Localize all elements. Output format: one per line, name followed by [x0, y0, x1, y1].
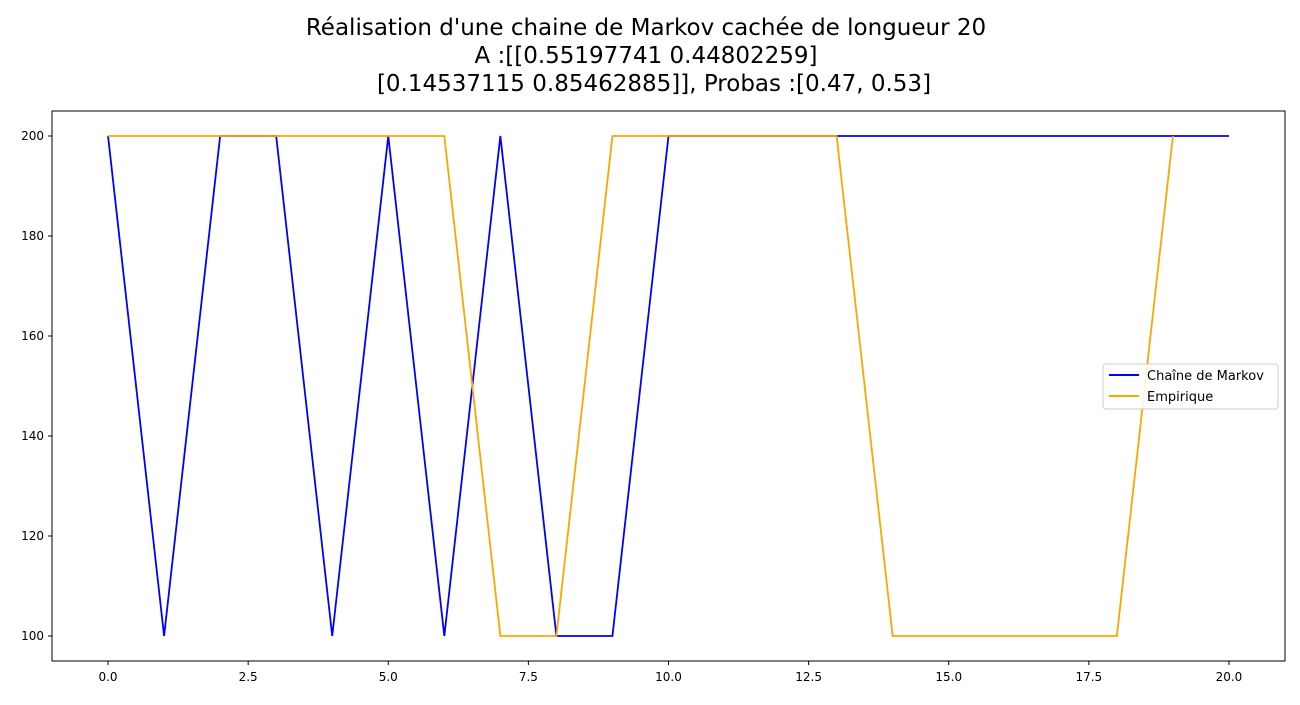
- series-line-1: [108, 135, 1174, 637]
- x-tick-label-1: 2.5: [239, 670, 258, 684]
- y-tick-label-0: 100: [21, 629, 44, 643]
- legend-label-0: Chaîne de Markov: [1147, 369, 1264, 384]
- series-group: [107, 135, 1229, 637]
- x-tick-label-3: 7.5: [519, 670, 538, 684]
- y-tick-label-1: 120: [21, 529, 44, 543]
- x-tick-label-8: 20.0: [1216, 670, 1243, 684]
- series-line-0: [107, 135, 1229, 637]
- x-tick-label-5: 12.5: [795, 670, 822, 684]
- x-tick-label-4: 10.0: [655, 670, 682, 684]
- chart-title-line-3: [0.14537115 0.85462885]], Probas :[0.47,…: [377, 71, 931, 97]
- chart-title: Réalisation d'une chaine de Markov caché…: [306, 15, 986, 97]
- legend-label-1: Empirique: [1147, 390, 1213, 405]
- y-tick-label-3: 160: [21, 329, 44, 343]
- x-tick-label-6: 15.0: [935, 670, 962, 684]
- y-tick-label-2: 140: [21, 429, 44, 443]
- plot-frame: [51, 110, 1286, 662]
- legend-box: [1102, 363, 1279, 410]
- legend: Chaîne de Markov Empirique: [1102, 363, 1279, 410]
- y-axis: 100 120 140 160 180 200: [21, 129, 52, 643]
- x-tick-label-2: 5.0: [379, 670, 398, 684]
- x-tick-label-7: 17.5: [1075, 670, 1102, 684]
- y-tick-label-4: 180: [21, 229, 44, 243]
- x-axis: 0.0 2.5 5.0 7.5 10.0 12.5 15.0 17.5 20.0: [98, 661, 1242, 684]
- chart-title-line-2: A :[[0.55197741 0.44802259]: [474, 43, 817, 69]
- chart-title-line-1: Réalisation d'une chaine de Markov caché…: [306, 15, 986, 41]
- y-tick-label-5: 200: [21, 129, 44, 143]
- x-tick-label-0: 0.0: [98, 670, 117, 684]
